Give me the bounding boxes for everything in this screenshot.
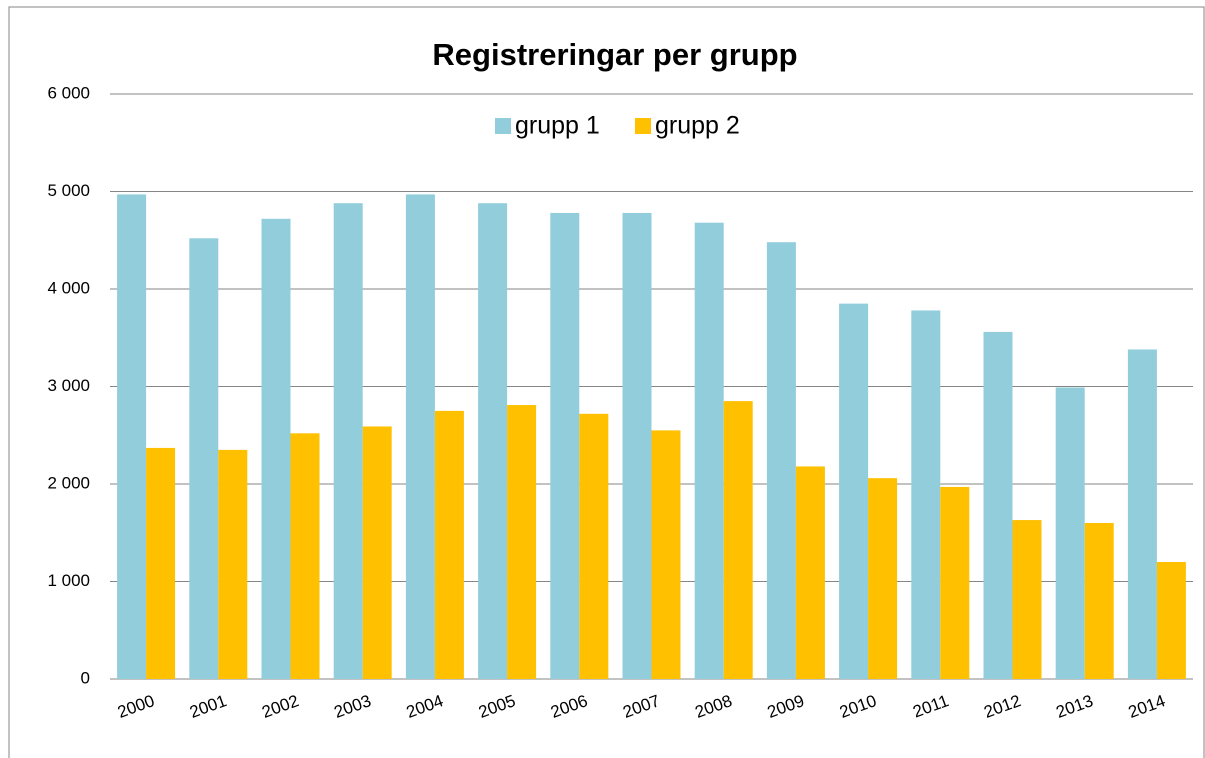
bar: [189, 238, 219, 680]
bar: [1055, 387, 1085, 679]
bar: [550, 212, 580, 679]
bar: [117, 194, 147, 680]
bar: [911, 310, 941, 679]
bar: [868, 478, 898, 679]
y-tick-label: 2 000: [47, 473, 90, 492]
y-tick-label: 1 000: [47, 571, 90, 590]
y-tick-label: 5 000: [47, 181, 90, 200]
bar: [478, 203, 508, 679]
y-tick-label: 4 000: [47, 278, 90, 297]
y-tick-label: 0: [81, 668, 90, 687]
chart-title: Registreringar per grupp: [432, 37, 797, 72]
bar: [1012, 520, 1042, 679]
bar: [218, 449, 248, 679]
bar: [983, 331, 1013, 679]
legend-swatch: [495, 118, 511, 134]
bar: [766, 242, 796, 679]
y-tick-label: 3 000: [47, 376, 90, 395]
bar: [1084, 523, 1114, 679]
bar: [795, 466, 825, 679]
bar: [651, 430, 681, 679]
bar: [723, 401, 753, 679]
bar: [1156, 562, 1186, 679]
legend-swatch: [635, 118, 651, 134]
bar: [839, 303, 869, 679]
bar: [622, 212, 652, 679]
bar: [507, 405, 537, 679]
y-tick-label: 6 000: [47, 83, 90, 102]
bar: [940, 486, 970, 679]
bar: [579, 413, 609, 679]
bar: [1127, 349, 1157, 679]
bar: [290, 433, 320, 679]
bar: [405, 194, 435, 680]
bar: [261, 218, 291, 680]
bar: [333, 203, 363, 679]
bar: [362, 426, 392, 679]
legend-label: grupp 2: [655, 112, 740, 140]
legend-label: grupp 1: [515, 112, 600, 140]
bar: [694, 222, 724, 679]
bar: [146, 447, 176, 679]
bar: [434, 410, 464, 679]
